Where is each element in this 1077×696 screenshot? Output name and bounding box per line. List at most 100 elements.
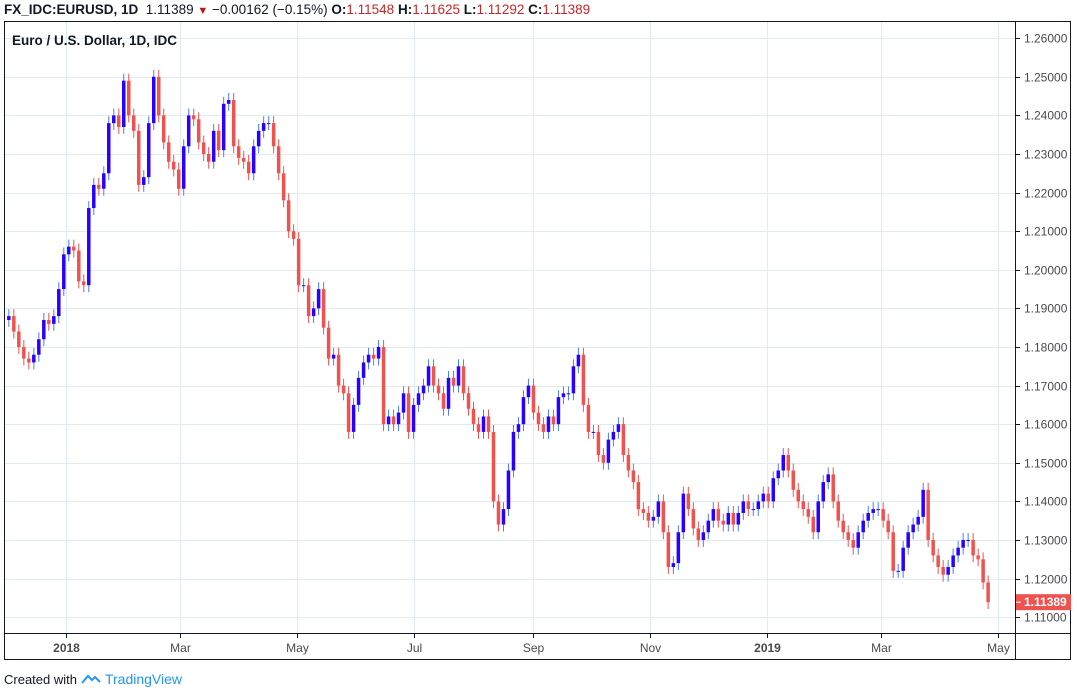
time-tick-label: Mar (170, 641, 191, 655)
open-label: O: (331, 2, 347, 17)
candle-body (361, 362, 366, 378)
candle-body (336, 354, 341, 386)
candle-body (511, 431, 516, 471)
candle-body (816, 501, 820, 533)
candle-body (696, 528, 701, 540)
candle-body (671, 563, 676, 567)
candle-body (496, 501, 501, 525)
time-tick-label: Nov (640, 641, 661, 655)
candle-down (476, 417, 481, 439)
candle-up (42, 313, 46, 347)
candle-down (586, 397, 591, 439)
candle-body (456, 366, 461, 386)
candle-up (331, 347, 336, 366)
candle-body (461, 366, 466, 394)
tradingview-link[interactable]: TradingView (104, 671, 183, 687)
candles (7, 69, 990, 610)
time-tick-label: May (987, 641, 1010, 655)
candle-body (286, 200, 291, 232)
candle-body (731, 512, 736, 525)
candle-up (516, 417, 521, 439)
symbol-header: FX_IDC:EURUSD, 1D 1.11389 ▼ −0.00162 (−0… (4, 2, 590, 17)
close-label: C: (528, 2, 543, 17)
candle-body (911, 524, 915, 533)
candle-body (746, 501, 751, 510)
candle-up (726, 506, 731, 532)
candle-body (706, 520, 711, 533)
candle-body (661, 501, 666, 533)
candle-up (816, 494, 820, 540)
candle-down (431, 359, 436, 393)
candle-body (951, 555, 955, 567)
candle-body (551, 416, 556, 425)
candle-body (526, 385, 531, 398)
down-triangle-icon: ▼ (197, 5, 209, 17)
candle-up (251, 139, 256, 181)
candle-body (7, 316, 11, 320)
candle-down (631, 463, 636, 490)
candle-body (786, 455, 791, 471)
price-tick-label: 1.24000 (1024, 109, 1068, 123)
candle-up (266, 116, 271, 131)
candle-body (561, 393, 566, 398)
candle-up (546, 409, 551, 439)
candle-up (256, 123, 261, 154)
price-axis[interactable]: 1.11000 1.12000 1.13000 1.14000 1.15000 1.160… (1015, 32, 1068, 625)
candlestick-chart[interactable]: 1.11000 1.12000 1.13000 1.14000 1.15000 1.160… (0, 0, 1077, 665)
price-tick-label: 1.11000 (1024, 611, 1067, 625)
candle-down (596, 424, 601, 463)
candle-down (486, 409, 491, 439)
price-tick-label: 1.25000 (1024, 71, 1068, 85)
candle-body (266, 123, 271, 125)
candle-up (776, 463, 781, 486)
candle-down (97, 177, 101, 196)
candle-body (716, 509, 721, 521)
candle-down (236, 139, 241, 165)
candle-up (706, 513, 711, 540)
candle-up (146, 116, 151, 185)
candle-body (171, 161, 176, 170)
candle-body (241, 157, 246, 162)
candle-up (102, 166, 106, 196)
candle-down (306, 278, 311, 324)
candle-body (191, 115, 196, 120)
time-tick-label: Mar (871, 641, 892, 655)
candle-body (871, 509, 875, 513)
candle-body (841, 520, 845, 533)
candle-body (466, 393, 471, 409)
candle-down (891, 525, 895, 578)
candle-down (936, 548, 940, 574)
candle-body (941, 566, 945, 575)
candle-down (241, 150, 246, 169)
price-change: −0.00162 (−0.15%) (212, 2, 328, 17)
candle-body (87, 208, 91, 286)
candle-down (17, 324, 21, 354)
candle-down (811, 509, 815, 540)
candle-down (791, 463, 796, 497)
candle-down (117, 108, 121, 134)
candle-body (491, 431, 496, 502)
candle-body (956, 547, 960, 556)
candle-body (771, 478, 776, 502)
candle-down (136, 123, 141, 192)
candle-body (391, 416, 396, 425)
candle-body (176, 169, 181, 189)
candle-down (971, 533, 975, 563)
candle-body (651, 516, 656, 521)
candle-up (701, 525, 706, 547)
candle-down (886, 513, 890, 540)
candle-up (781, 448, 786, 478)
candle-body (72, 246, 76, 251)
open-value: 1.11548 (346, 2, 395, 17)
candle-body (236, 146, 241, 158)
price-tick-label: 1.12000 (1024, 573, 1068, 587)
candle-up (311, 301, 316, 324)
candle-body (636, 482, 641, 510)
candle-body (756, 501, 761, 510)
candle-up (961, 533, 965, 555)
candle-up (571, 359, 576, 401)
candle-down (536, 405, 541, 432)
candle-body (576, 354, 581, 367)
candle-body (936, 555, 940, 567)
time-axis[interactable]: 2018 Mar May Jul Sep Nov 2019 Mar May (53, 633, 1010, 655)
